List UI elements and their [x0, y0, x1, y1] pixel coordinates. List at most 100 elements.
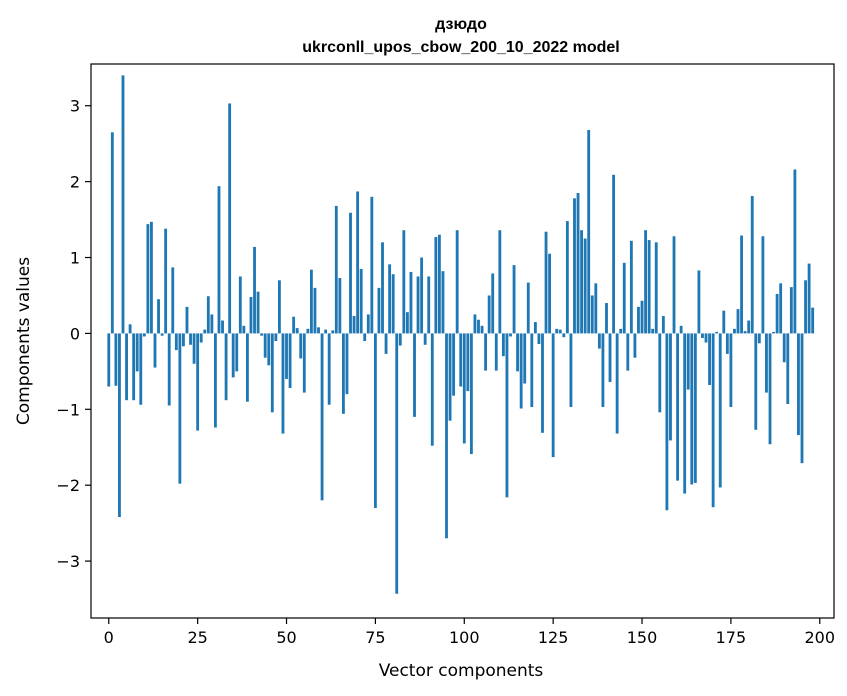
bar	[281, 333, 285, 434]
y-tick-label: 1	[70, 249, 80, 268]
bar	[640, 300, 644, 334]
bar	[277, 280, 281, 334]
bar	[708, 333, 711, 386]
bar	[676, 333, 679, 481]
bar	[761, 236, 765, 334]
bar	[697, 270, 701, 334]
bar	[434, 237, 438, 334]
bar	[779, 283, 783, 334]
bar	[377, 287, 381, 334]
bar	[672, 236, 676, 334]
bar	[288, 333, 292, 389]
bar	[110, 132, 114, 334]
bar	[469, 333, 473, 455]
bar	[402, 230, 406, 334]
bar	[135, 333, 139, 372]
bar	[462, 333, 466, 444]
bar	[416, 276, 420, 334]
bar	[206, 296, 210, 334]
bar	[405, 312, 409, 334]
bar	[569, 333, 573, 408]
bar	[228, 103, 232, 334]
chart-title: дзюдо	[435, 16, 487, 33]
bar	[704, 333, 708, 343]
bar	[423, 333, 427, 345]
bar	[725, 333, 729, 354]
bar	[192, 333, 196, 364]
bar	[740, 235, 743, 334]
bar	[516, 333, 520, 372]
bar	[551, 333, 555, 458]
bar	[683, 333, 687, 494]
bar	[775, 293, 779, 334]
bar	[338, 278, 342, 334]
bar	[459, 333, 463, 387]
bar	[324, 329, 328, 334]
bar	[157, 299, 160, 334]
bar	[669, 333, 672, 441]
bar	[466, 333, 470, 392]
bar	[573, 198, 576, 334]
bar	[146, 224, 150, 334]
bar	[267, 333, 271, 366]
bar	[722, 310, 726, 334]
bar	[285, 333, 288, 379]
x-tick-label: 175	[716, 628, 747, 647]
bar	[214, 333, 217, 428]
bar	[601, 333, 605, 408]
bar	[427, 276, 431, 334]
bar	[757, 333, 761, 344]
bar	[356, 191, 360, 334]
bar	[772, 331, 775, 334]
bar	[299, 333, 303, 359]
bar	[612, 174, 616, 334]
bar	[395, 333, 399, 594]
bar	[743, 331, 747, 334]
bar	[430, 333, 434, 446]
bar	[320, 333, 324, 501]
bar	[558, 329, 562, 334]
y-tick-label: −1	[56, 400, 80, 419]
bar	[622, 262, 626, 334]
bar	[526, 282, 530, 334]
bar	[533, 322, 537, 334]
bar	[647, 240, 651, 334]
bar	[437, 234, 441, 334]
bar	[256, 291, 260, 334]
bar	[306, 328, 310, 334]
bar	[789, 287, 793, 334]
bar	[594, 283, 598, 334]
bar	[605, 303, 608, 334]
bar	[654, 242, 658, 334]
bar	[637, 306, 640, 334]
bar	[217, 186, 221, 334]
bar	[715, 331, 719, 334]
bar	[491, 273, 495, 334]
x-tick-label: 100	[449, 628, 480, 647]
bar	[477, 319, 480, 334]
bar	[171, 267, 175, 334]
bar	[160, 333, 164, 336]
bar	[334, 205, 338, 334]
bar	[327, 333, 331, 405]
bar	[398, 333, 402, 346]
bar	[562, 333, 566, 338]
bar	[718, 333, 722, 488]
bar	[629, 240, 633, 334]
bar	[309, 269, 313, 334]
bar	[565, 221, 569, 334]
bar	[686, 333, 690, 390]
bar	[373, 333, 377, 508]
bar	[388, 264, 392, 334]
x-axis-label: Vector components	[379, 661, 544, 681]
bar	[178, 333, 182, 484]
bar	[644, 230, 647, 334]
bar	[800, 333, 804, 464]
bar	[295, 328, 299, 334]
bar	[391, 274, 395, 334]
bar	[797, 333, 800, 436]
bar	[729, 333, 733, 408]
bar	[107, 333, 111, 387]
bar	[185, 306, 189, 334]
bar	[733, 328, 736, 334]
